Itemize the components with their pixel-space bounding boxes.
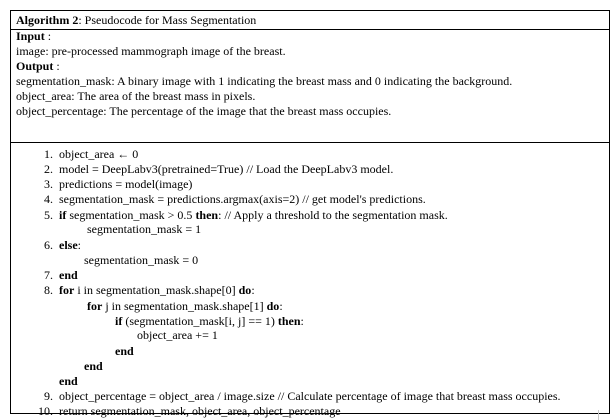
step-1: 1. object_area ← 0 <box>11 147 609 161</box>
step-number: 5. <box>44 208 53 222</box>
step-text: object_percentage = object_area / image.… <box>59 389 561 403</box>
step-text: return segmentation_mask, object_area, o… <box>59 404 341 418</box>
output-heading: Output : <box>16 59 60 73</box>
step-6: 6. else: <box>11 238 609 252</box>
step-3: 3. predictions = model(image) <box>11 177 609 191</box>
step-text: segmentation_mask = 0 <box>84 253 199 267</box>
step-6-body: segmentation_mask = 0 <box>11 253 609 267</box>
step-7: 7. end <box>11 268 609 282</box>
step-5: 5. if segmentation_mask > 0.5 then: // A… <box>11 208 609 222</box>
input-output-section: Input : image: pre-processed mammograph … <box>11 29 609 143</box>
step-text: predictions = model(image) <box>59 177 193 191</box>
step-8-inner-loop: for j in segmentation_mask.shape[1] do: <box>11 299 609 313</box>
output-area-line: object_area: The area of the breast mass… <box>16 89 256 103</box>
input-heading: Input : <box>16 29 52 43</box>
step-number: 1. <box>44 147 53 161</box>
step-8-end-inner: end <box>11 359 609 373</box>
algorithm-box: Algorithm 2: Pseudocode for Mass Segment… <box>10 10 610 418</box>
step-text: end <box>59 374 78 388</box>
step-9: 9. object_percentage = object_area / ima… <box>11 389 609 403</box>
step-8-condition: if (segmentation_mask[i, j] == 1) then: <box>11 314 609 328</box>
algorithm-label: Algorithm 2 <box>16 13 79 27</box>
step-text: segmentation_mask = 1 <box>87 222 202 236</box>
step-number: 4. <box>44 192 53 206</box>
step-text: object_area += 1 <box>137 328 218 342</box>
step-text: if segmentation_mask > 0.5 then: // Appl… <box>59 208 448 222</box>
step-number: 10. <box>38 404 53 418</box>
step-text: segmentation_mask = predictions.argmax(a… <box>59 192 426 206</box>
step-text: object_area ← 0 <box>59 147 139 161</box>
step-10: 10. return segmentation_mask, object_are… <box>11 404 609 418</box>
step-number: 3. <box>44 177 53 191</box>
step-text: for j in segmentation_mask.shape[1] do: <box>87 299 283 313</box>
algorithm-caption: : Pseudocode for Mass Segmentation <box>78 13 257 27</box>
step-8-end-outer: end <box>11 374 609 388</box>
step-number: 9. <box>44 389 53 403</box>
step-number: 8. <box>44 283 53 297</box>
algorithm-title: Algorithm 2: Pseudocode for Mass Segment… <box>11 11 609 30</box>
step-text: end <box>59 268 78 282</box>
step-text: model = DeepLabv3(pretrained=True) // Lo… <box>59 162 394 176</box>
step-number: 7. <box>44 268 53 282</box>
step-number: 2. <box>44 162 53 176</box>
step-text: end <box>84 359 103 373</box>
output-percentage-line: object_percentage: The percentage of the… <box>16 104 392 118</box>
step-text: else: <box>59 238 81 252</box>
algorithm-steps: 1. object_area ← 0 2. model = DeepLabv3(… <box>11 142 609 418</box>
step-5-body: segmentation_mask = 1 <box>11 222 609 236</box>
step-text: end <box>115 344 134 358</box>
output-mask-line: segmentation_mask: A binary image with 1… <box>16 74 513 88</box>
step-8-increment: object_area += 1 <box>11 328 609 342</box>
step-text: for i in segmentation_mask.shape[0] do: <box>59 283 255 297</box>
page-edge-divider <box>598 410 599 420</box>
step-8-end-if: end <box>11 344 609 358</box>
step-text: if (segmentation_mask[i, j] == 1) then: <box>115 314 304 328</box>
input-image-line: image: pre-processed mammograph image of… <box>16 44 286 58</box>
step-number: 6. <box>44 238 53 252</box>
step-4: 4. segmentation_mask = predictions.argma… <box>11 192 609 206</box>
step-8: 8. for i in segmentation_mask.shape[0] d… <box>11 283 609 297</box>
step-2: 2. model = DeepLabv3(pretrained=True) //… <box>11 162 609 176</box>
